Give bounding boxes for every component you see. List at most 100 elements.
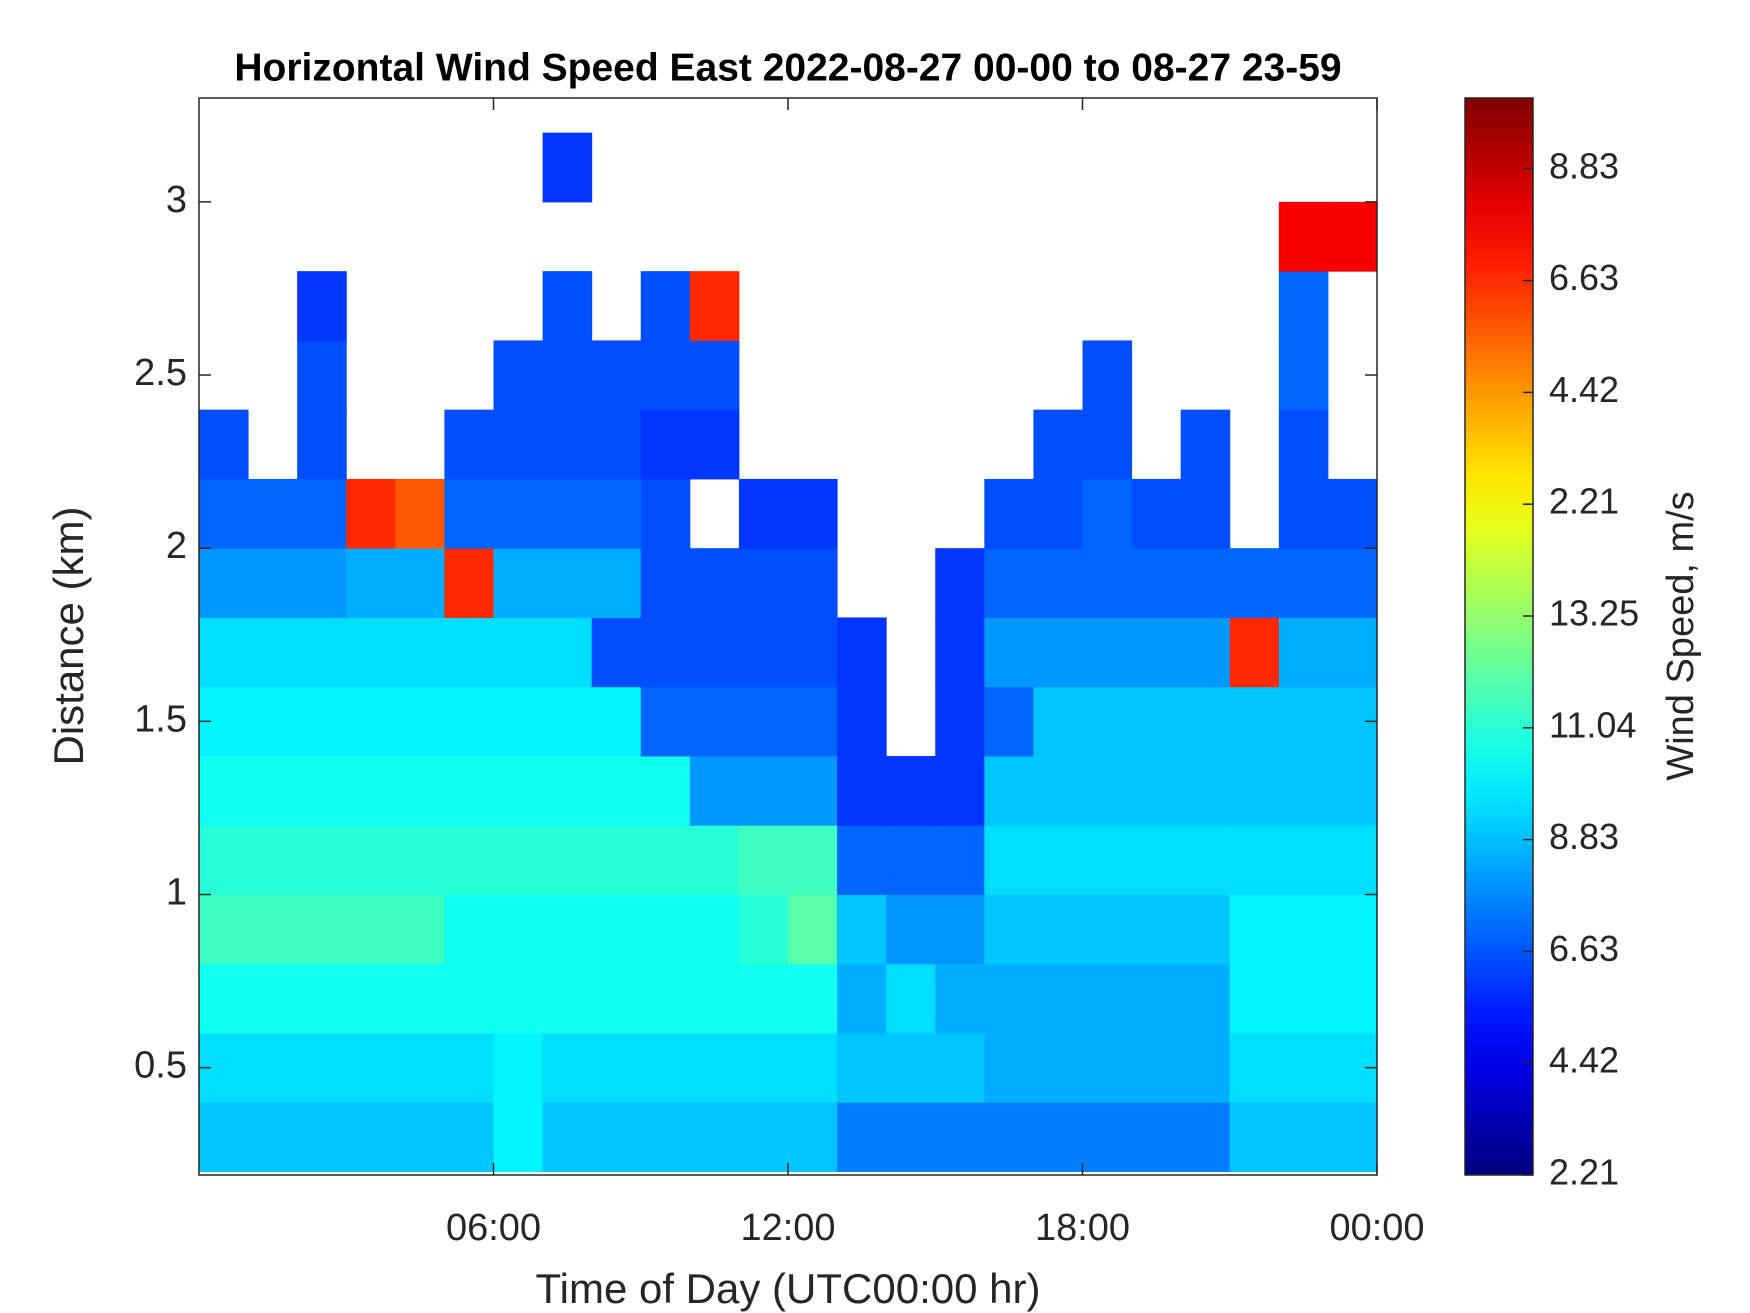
cell <box>444 478 494 549</box>
cell <box>1082 340 1133 411</box>
cell <box>297 271 347 341</box>
cell <box>542 132 593 203</box>
cell <box>542 1033 593 1103</box>
cell <box>248 617 298 688</box>
cell <box>1278 271 1329 341</box>
cell <box>935 686 985 757</box>
x-axis-label: Time of Day (UTC00:00 hr) <box>536 1265 1041 1312</box>
colorbar-tick-label: 2.21 <box>1549 1152 1619 1193</box>
cell <box>1278 617 1329 688</box>
cell <box>1327 755 1377 826</box>
cell <box>837 755 887 826</box>
cell <box>1131 1102 1182 1173</box>
cell <box>1229 1033 1280 1103</box>
cell <box>346 1033 396 1103</box>
cell <box>591 825 642 895</box>
cell <box>935 548 985 618</box>
cell <box>738 963 789 1034</box>
cell <box>542 478 593 549</box>
cell <box>689 825 740 895</box>
cell <box>1082 1102 1133 1173</box>
cell <box>493 825 544 895</box>
cell <box>297 755 347 826</box>
cell <box>1131 963 1182 1034</box>
cell <box>1278 201 1329 272</box>
cell <box>1082 1033 1133 1103</box>
cell <box>837 894 887 965</box>
cell <box>493 894 544 965</box>
cell <box>1131 1033 1182 1103</box>
y-axis-label: Distance (km) <box>45 506 92 765</box>
cell <box>542 963 593 1034</box>
cell <box>1327 617 1377 688</box>
cell <box>493 340 544 411</box>
cell <box>935 617 985 688</box>
cell <box>542 686 593 757</box>
cell <box>199 548 249 618</box>
cell <box>837 1102 887 1173</box>
cell <box>248 963 298 1034</box>
cell <box>1180 686 1231 757</box>
cell <box>297 825 347 895</box>
cell <box>346 1102 396 1173</box>
cell <box>346 548 396 618</box>
cell <box>591 617 642 688</box>
cell <box>984 1033 1034 1103</box>
cell <box>346 617 396 688</box>
cell <box>297 894 347 965</box>
cell <box>689 1102 740 1173</box>
cell <box>640 409 691 480</box>
cell <box>248 686 298 757</box>
cell <box>199 825 249 895</box>
cell <box>297 478 347 549</box>
cell <box>1033 686 1083 757</box>
cell <box>493 478 544 549</box>
cell <box>788 755 838 826</box>
cell <box>1229 1102 1280 1173</box>
cell <box>395 548 445 618</box>
cell <box>395 894 445 965</box>
cell <box>640 755 691 826</box>
y-tick-label: 2 <box>166 525 187 567</box>
cell <box>1082 825 1133 895</box>
cell <box>1327 825 1377 895</box>
cell <box>493 548 544 618</box>
cell <box>1180 478 1231 549</box>
cell <box>199 894 249 965</box>
cell <box>886 755 936 826</box>
cell <box>689 548 740 618</box>
cell <box>984 894 1034 965</box>
cell <box>1033 963 1083 1034</box>
cell <box>640 825 691 895</box>
cell <box>1180 409 1231 480</box>
cell <box>1229 617 1280 688</box>
cell <box>935 825 985 895</box>
cell <box>542 1102 593 1173</box>
cell <box>689 340 740 411</box>
cell <box>1278 825 1329 895</box>
cell <box>542 548 593 618</box>
cell <box>444 894 494 965</box>
cell <box>297 963 347 1034</box>
x-tick-label: 18:00 <box>1035 1207 1130 1249</box>
colorbar-tick-label: 6.63 <box>1549 928 1619 969</box>
cell <box>837 1033 887 1103</box>
cell <box>542 755 593 826</box>
y-tick-label: 1 <box>166 872 187 914</box>
cell <box>346 963 396 1034</box>
x-tick-label: 12:00 <box>740 1207 835 1249</box>
cell <box>788 686 838 757</box>
cell <box>1180 617 1231 688</box>
cell <box>738 825 789 895</box>
cell <box>640 1102 691 1173</box>
cell <box>444 825 494 895</box>
cell <box>689 894 740 965</box>
cell <box>444 755 494 826</box>
cell <box>1131 686 1182 757</box>
cell <box>1033 478 1083 549</box>
cell <box>395 686 445 757</box>
cell <box>640 340 691 411</box>
cell <box>493 617 544 688</box>
cell <box>1131 755 1182 826</box>
